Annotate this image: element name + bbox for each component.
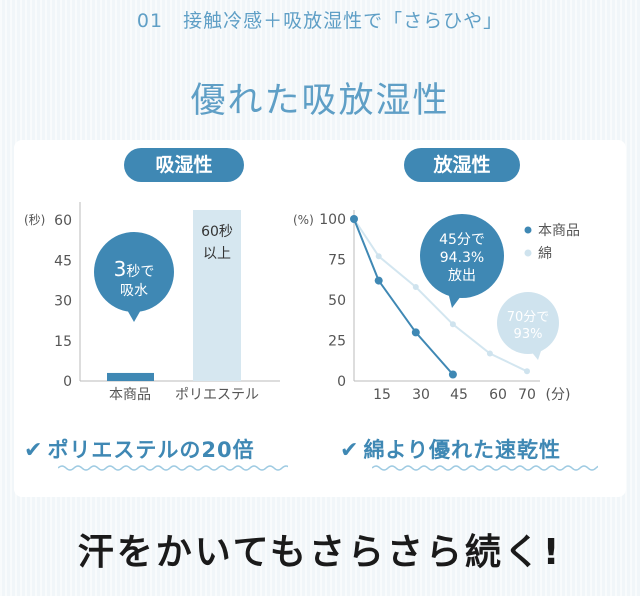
- data-point: [448, 370, 457, 379]
- cotton-bubble-circle: [497, 292, 559, 354]
- absorption-conclusion: ✔ ポリエステルの20倍: [24, 434, 255, 464]
- legend: 本商品 綿: [524, 223, 580, 262]
- y-tick-label: 25: [328, 334, 346, 350]
- y-tick-label: 60: [54, 213, 72, 229]
- absorption-bubble-pointer: [126, 308, 142, 322]
- release-bubble-line3: 放出: [448, 268, 476, 284]
- x-tick-label: 15: [373, 387, 391, 403]
- release-bubble: 45分で 94.3% 放出: [420, 214, 504, 308]
- data-point: [411, 328, 420, 337]
- legend-label-this-product: 本商品: [538, 223, 580, 239]
- release-chart-title: 放湿性: [404, 148, 520, 182]
- legend-marker-cotton: [524, 249, 532, 257]
- release-conclusion-text: 綿より優れた速乾性: [363, 438, 562, 462]
- legend-marker-this-product: [524, 226, 532, 234]
- slogan: 汗をかいてもさらさら続く!: [77, 532, 563, 573]
- series-points-this-product: [350, 215, 457, 379]
- y-axis-ticks: 0 25 50 75 100: [319, 212, 346, 390]
- category-label-polyester: ポリエステル: [175, 387, 259, 403]
- x-axis-unit: (分): [546, 387, 571, 403]
- data-point: [486, 350, 493, 357]
- data-point: [374, 276, 383, 285]
- cotton-bubble-line2: 93%: [514, 327, 543, 342]
- check-icon: ✔: [340, 438, 360, 463]
- absorption-bubble-line2: 吸水: [120, 283, 148, 299]
- polyester-bar-label-line2: 以上: [203, 246, 231, 262]
- series-line-this-product: [353, 218, 454, 376]
- cotton-bubble-pointer: [530, 348, 542, 360]
- data-point: [449, 321, 456, 328]
- bar-polyester: [193, 210, 241, 381]
- y-tick-label: 100: [319, 212, 346, 228]
- y-tick-label: 0: [63, 374, 72, 390]
- data-point: [524, 368, 530, 375]
- release-conclusion: ✔ 綿より優れた速乾性: [340, 434, 561, 464]
- release-bubble-line2: 94.3%: [440, 250, 484, 266]
- release-bubble-line1: 45分で: [439, 232, 485, 248]
- series-line-cotton: [353, 218, 528, 373]
- y-tick-label: 30: [54, 294, 72, 310]
- cotton-bubble-line1: 70分で: [507, 310, 550, 325]
- y-axis-unit: (%): [293, 213, 314, 227]
- absorption-chart-title: 吸湿性: [124, 148, 244, 182]
- y-tick-label: 0: [337, 374, 346, 390]
- x-tick-label: 30: [412, 387, 430, 403]
- x-tick-label: 70: [518, 387, 536, 403]
- data-point: [375, 253, 382, 260]
- absorption-bubble-circle: [94, 232, 174, 312]
- data-point: [350, 215, 358, 223]
- y-axis-ticks: 0 15 30 45 60: [54, 213, 72, 390]
- absorption-bubble-line1: 3秒で: [114, 257, 155, 281]
- x-tick-label: 45: [450, 387, 468, 403]
- y-tick-label: 45: [54, 253, 72, 269]
- wavy-underline: [58, 465, 288, 471]
- page-title: 優れた吸放湿性: [190, 81, 450, 121]
- bar-this-product: [107, 372, 154, 381]
- y-tick-label: 50: [328, 293, 346, 309]
- y-axis-unit: (秒): [24, 213, 45, 227]
- polyester-bar-label-line1: 60秒: [201, 224, 233, 240]
- absorption-bubble: 3秒で 吸水: [94, 232, 174, 322]
- absorption-chart: (秒) 0 15 30 45 60 本商品 ポリエステル 60秒 以上 3秒で 吸水: [24, 202, 280, 403]
- release-chart: (%) (分) 0 25 50 75 100 15 30 45 60 70 本商品 綿 45分で…: [293, 210, 580, 403]
- release-bubble-pointer: [448, 292, 464, 308]
- check-icon: ✔: [24, 438, 44, 463]
- category-label-this-product: 本商品: [109, 387, 151, 403]
- legend-label-cotton: 綿: [538, 246, 552, 262]
- y-tick-label: 75: [328, 253, 346, 269]
- absorption-conclusion-text: ポリエステルの20倍: [47, 438, 255, 462]
- data-point: [412, 284, 419, 290]
- y-tick-label: 15: [54, 334, 72, 350]
- section-heading: 01 接触冷感＋吸放湿性で「さらひや」: [136, 10, 504, 32]
- wavy-underline: [372, 465, 598, 471]
- x-tick-label: 60: [489, 387, 507, 403]
- cotton-bubble: 70分で 93%: [497, 292, 559, 360]
- release-bubble-circle: [420, 214, 504, 298]
- x-axis-ticks: 15 30 45 60 70: [373, 387, 536, 403]
